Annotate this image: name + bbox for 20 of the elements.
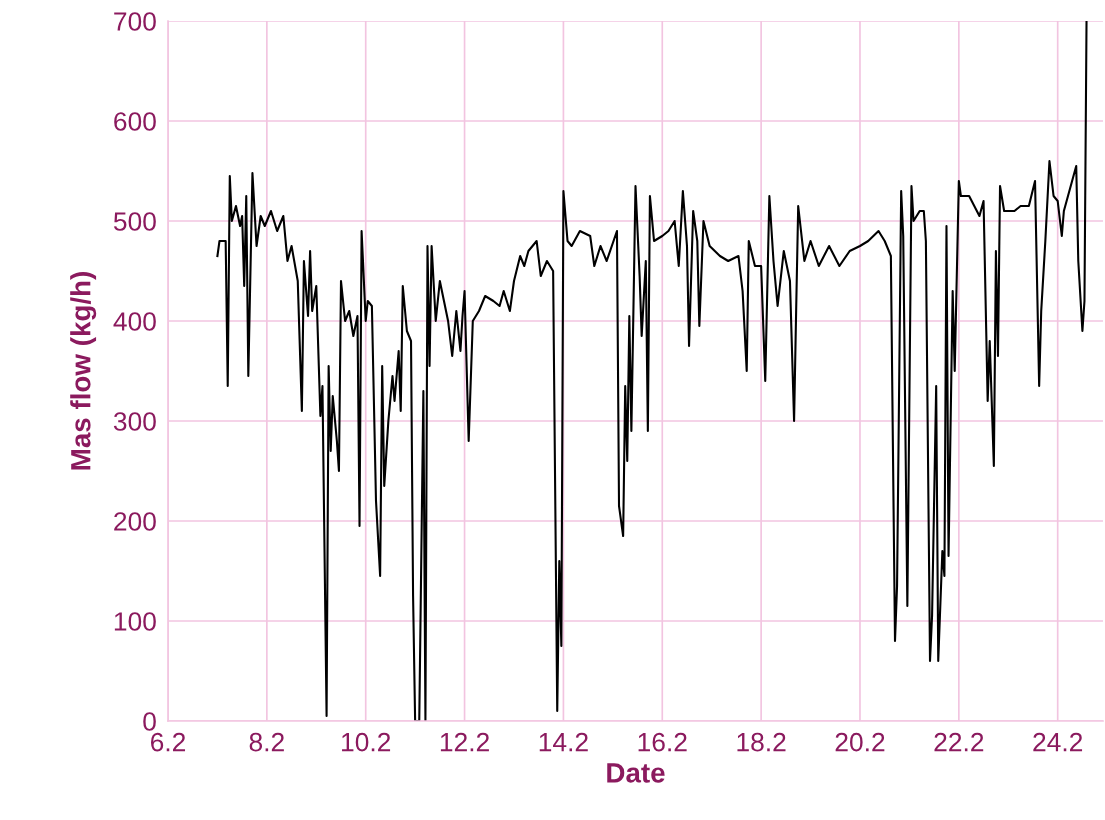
y-axis-title: Mas flow (kg/h) <box>70 272 97 470</box>
x-tick-label: 14.2 <box>539 732 588 752</box>
y-tick-label: 600 <box>114 112 156 131</box>
y-tick-label: 300 <box>113 412 156 431</box>
x-axis-title: Date <box>607 763 665 783</box>
x-tick-label: 18.2 <box>737 732 786 752</box>
x-tick-label: 16.2 <box>638 732 687 752</box>
x-tick-label: 6.2 <box>151 732 186 752</box>
y-tick-label: 700 <box>114 12 156 31</box>
y-tick-label: 100 <box>114 612 156 631</box>
y-tick-label: 400 <box>113 312 156 331</box>
x-tick-label: 22.2 <box>934 732 984 752</box>
x-tick-label: 20.2 <box>835 732 885 752</box>
y-tick-label: 200 <box>114 512 156 531</box>
y-tick-label: 500 <box>113 212 156 231</box>
x-tick-label: 12.2 <box>440 732 489 752</box>
x-tick-label: 8.2 <box>249 732 284 752</box>
x-tick-label: 24.2 <box>1033 732 1083 752</box>
x-tick-label: 10.2 <box>342 732 391 752</box>
y-tick-label: 0 <box>143 712 156 731</box>
